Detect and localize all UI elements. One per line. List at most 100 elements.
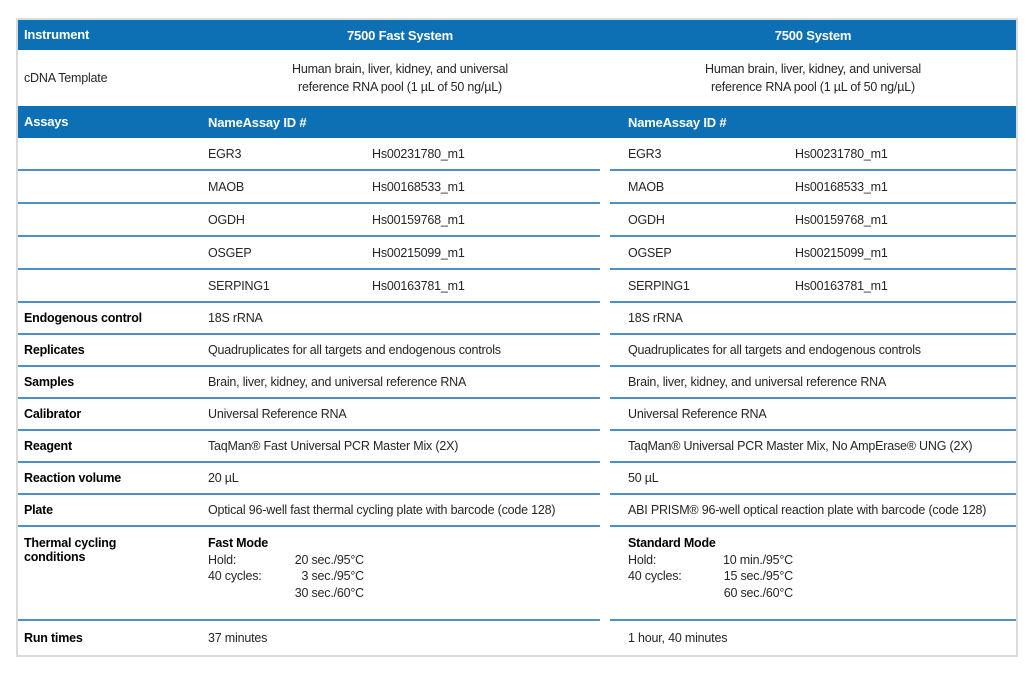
assay-std-name: OGSEP <box>628 245 672 260</box>
step-value: 30 sec./60°C <box>294 585 365 600</box>
std-step-hold: Hold: 10 min./95°C <box>628 552 1016 569</box>
fast-value: TaqMan® Fast Universal PCR Master Mix (2… <box>200 431 600 463</box>
row-gap <box>600 335 610 367</box>
assay-row-label-empty <box>18 171 200 204</box>
row-reaction-volume: Reaction volume 20 µL 50 µL <box>18 463 1016 495</box>
cdna-fast-line1: Human brain, liver, kidney, and universa… <box>292 62 508 76</box>
cdna-std-line2: reference RNA pool (1 µL of 50 ng/µL) <box>711 80 915 94</box>
assay-row-label-empty <box>18 237 200 270</box>
fast-value: 37 minutes <box>208 631 268 645</box>
step-label: Hold: <box>208 552 237 567</box>
step-value: 3 sec./95°C <box>301 569 364 583</box>
assays-header-fast-cols: Name Assay ID # <box>200 106 600 138</box>
row-gap <box>600 527 610 621</box>
assays-header-gap <box>600 106 610 138</box>
assay-row-gap <box>600 138 610 171</box>
fast-value: Universal Reference RNA <box>200 399 600 431</box>
row-gap <box>600 367 610 399</box>
assay-row: OSGEP Hs00215099_m1 OGSEP Hs00215099_m1 <box>18 237 1016 270</box>
assay-fast-cell: EGR3 Hs00231780_m1 <box>200 138 600 171</box>
assay-row: SERPING1 Hs00163781_m1 SERPING1 Hs001637… <box>18 270 1016 303</box>
std-value: Quadruplicates for all targets and endog… <box>610 335 1016 367</box>
header-fast-system: 7500 Fast System <box>347 27 453 43</box>
step-label: 40 cycles: <box>628 569 682 583</box>
standard-mode-title: Standard Mode <box>628 536 716 550</box>
assay-fast-cell: OGDH Hs00159768_m1 <box>200 204 600 237</box>
assay-std-cell: OGSEP Hs00215099_m1 <box>610 237 1016 270</box>
row-label: Replicates <box>18 335 200 367</box>
assay-std-id: Hs00163781_m1 <box>795 278 888 293</box>
fast-value: Optical 96-well fast thermal cycling pla… <box>200 495 600 527</box>
assay-std-name: SERPING1 <box>628 278 690 293</box>
assays-header-label: Assays <box>24 114 69 129</box>
assays-std-name-col: Name <box>628 114 663 130</box>
step-label: 40 cycles: <box>208 569 262 583</box>
assay-std-name: OGDH <box>628 212 665 227</box>
assay-fast-id: Hs00163781_m1 <box>372 278 465 293</box>
row-plate: Plate Optical 96-well fast thermal cycli… <box>18 495 1016 527</box>
assays-fast-id-col: Assay ID # <box>242 114 307 130</box>
std-value: 1 hour, 40 minutes <box>628 631 728 645</box>
std-step-cycles-1: 40 cycles: 15 sec./95°C <box>628 568 1016 585</box>
fast-step-cycles-2: 30 sec./60°C <box>208 585 600 602</box>
row-thermal-cycling: Thermal cycling conditions Fast Mode Hol… <box>18 527 1016 621</box>
fast-value: Brain, liver, kidney, and universal refe… <box>200 367 600 399</box>
assay-fast-cell: SERPING1 Hs00163781_m1 <box>200 270 600 303</box>
thermal-label-line2: conditions <box>24 550 86 564</box>
assay-std-cell: SERPING1 Hs00163781_m1 <box>610 270 1016 303</box>
std-value: ABI PRISM® 96-well optical reaction plat… <box>610 495 1016 527</box>
header-7500-system: 7500 System <box>774 27 852 43</box>
assay-std-id: Hs00215099_m1 <box>795 245 888 260</box>
assay-fast-id: Hs00215099_m1 <box>372 245 465 260</box>
row-gap <box>600 431 610 463</box>
assay-fast-id: Hs00231780_m1 <box>372 146 465 161</box>
cdna-std-cell: Human brain, liver, kidney, and universa… <box>610 50 1016 106</box>
cdna-fast-line2: reference RNA pool (1 µL of 50 ng/µL) <box>298 80 502 94</box>
assay-fast-cell: OSGEP Hs00215099_m1 <box>200 237 600 270</box>
row-label: Plate <box>18 495 200 527</box>
assay-fast-id: Hs00159768_m1 <box>372 212 465 227</box>
assay-row-gap <box>600 171 610 204</box>
row-label: Reagent <box>18 431 200 463</box>
std-value: 18S rRNA <box>610 303 1016 335</box>
fast-value: Quadruplicates for all targets and endog… <box>200 335 600 367</box>
thermal-label: Thermal cycling conditions <box>18 527 200 621</box>
assays-fast-name-col: Name <box>208 114 243 130</box>
assay-row-gap <box>600 270 610 303</box>
fast-mode-title: Fast Mode <box>208 536 269 550</box>
row-label: Reaction volume <box>18 463 200 495</box>
assay-std-cell: OGDH Hs00159768_m1 <box>610 204 1016 237</box>
row-label: Endogenous control <box>18 303 200 335</box>
row-gap <box>600 495 610 527</box>
assay-std-cell: EGR3 Hs00231780_m1 <box>610 138 1016 171</box>
row-label: Run times <box>24 631 83 645</box>
row-run-times: Run times 37 minutes 1 hour, 40 minutes <box>18 621 1016 655</box>
row-samples: Samples Brain, liver, kidney, and univer… <box>18 367 1016 399</box>
fast-value: 18S rRNA <box>200 303 600 335</box>
cdna-std-line1: Human brain, liver, kidney, and universa… <box>705 62 921 76</box>
assay-std-name: EGR3 <box>628 146 662 161</box>
std-value: Brain, liver, kidney, and universal refe… <box>610 367 1016 399</box>
assays-header-row: Assays Name Assay ID # Name Assay ID # <box>18 106 1016 138</box>
row-gap <box>600 399 610 431</box>
header-label: Instrument <box>24 27 90 42</box>
row-label: Samples <box>18 367 200 399</box>
header-gap <box>600 20 610 50</box>
assay-row: EGR3 Hs00231780_m1 EGR3 Hs00231780_m1 <box>18 138 1016 171</box>
assays-header-std-cols: Name Assay ID # <box>610 106 1016 138</box>
assay-std-cell: MAOB Hs00168533_m1 <box>610 171 1016 204</box>
assay-std-id: Hs00168533_m1 <box>795 179 888 194</box>
row-gap <box>600 303 610 335</box>
thermal-label-line1: Thermal cycling <box>24 536 117 550</box>
assay-row-label-empty <box>18 204 200 237</box>
row-label: Calibrator <box>18 399 200 431</box>
assay-fast-name: MAOB <box>208 179 245 194</box>
std-step-cycles-2: 60 sec./60°C <box>628 585 1016 602</box>
std-value: 50 µL <box>610 463 1016 495</box>
assay-std-name: MAOB <box>628 179 665 194</box>
thermal-fast-cell: Fast Mode Hold: 20 sec./95°C 40 cycles: … <box>200 527 600 621</box>
assay-row-gap <box>600 204 610 237</box>
row-gap <box>600 463 610 495</box>
header-row: Instrument 7500 Fast System 7500 System <box>18 20 1016 50</box>
row-gap <box>600 621 610 655</box>
